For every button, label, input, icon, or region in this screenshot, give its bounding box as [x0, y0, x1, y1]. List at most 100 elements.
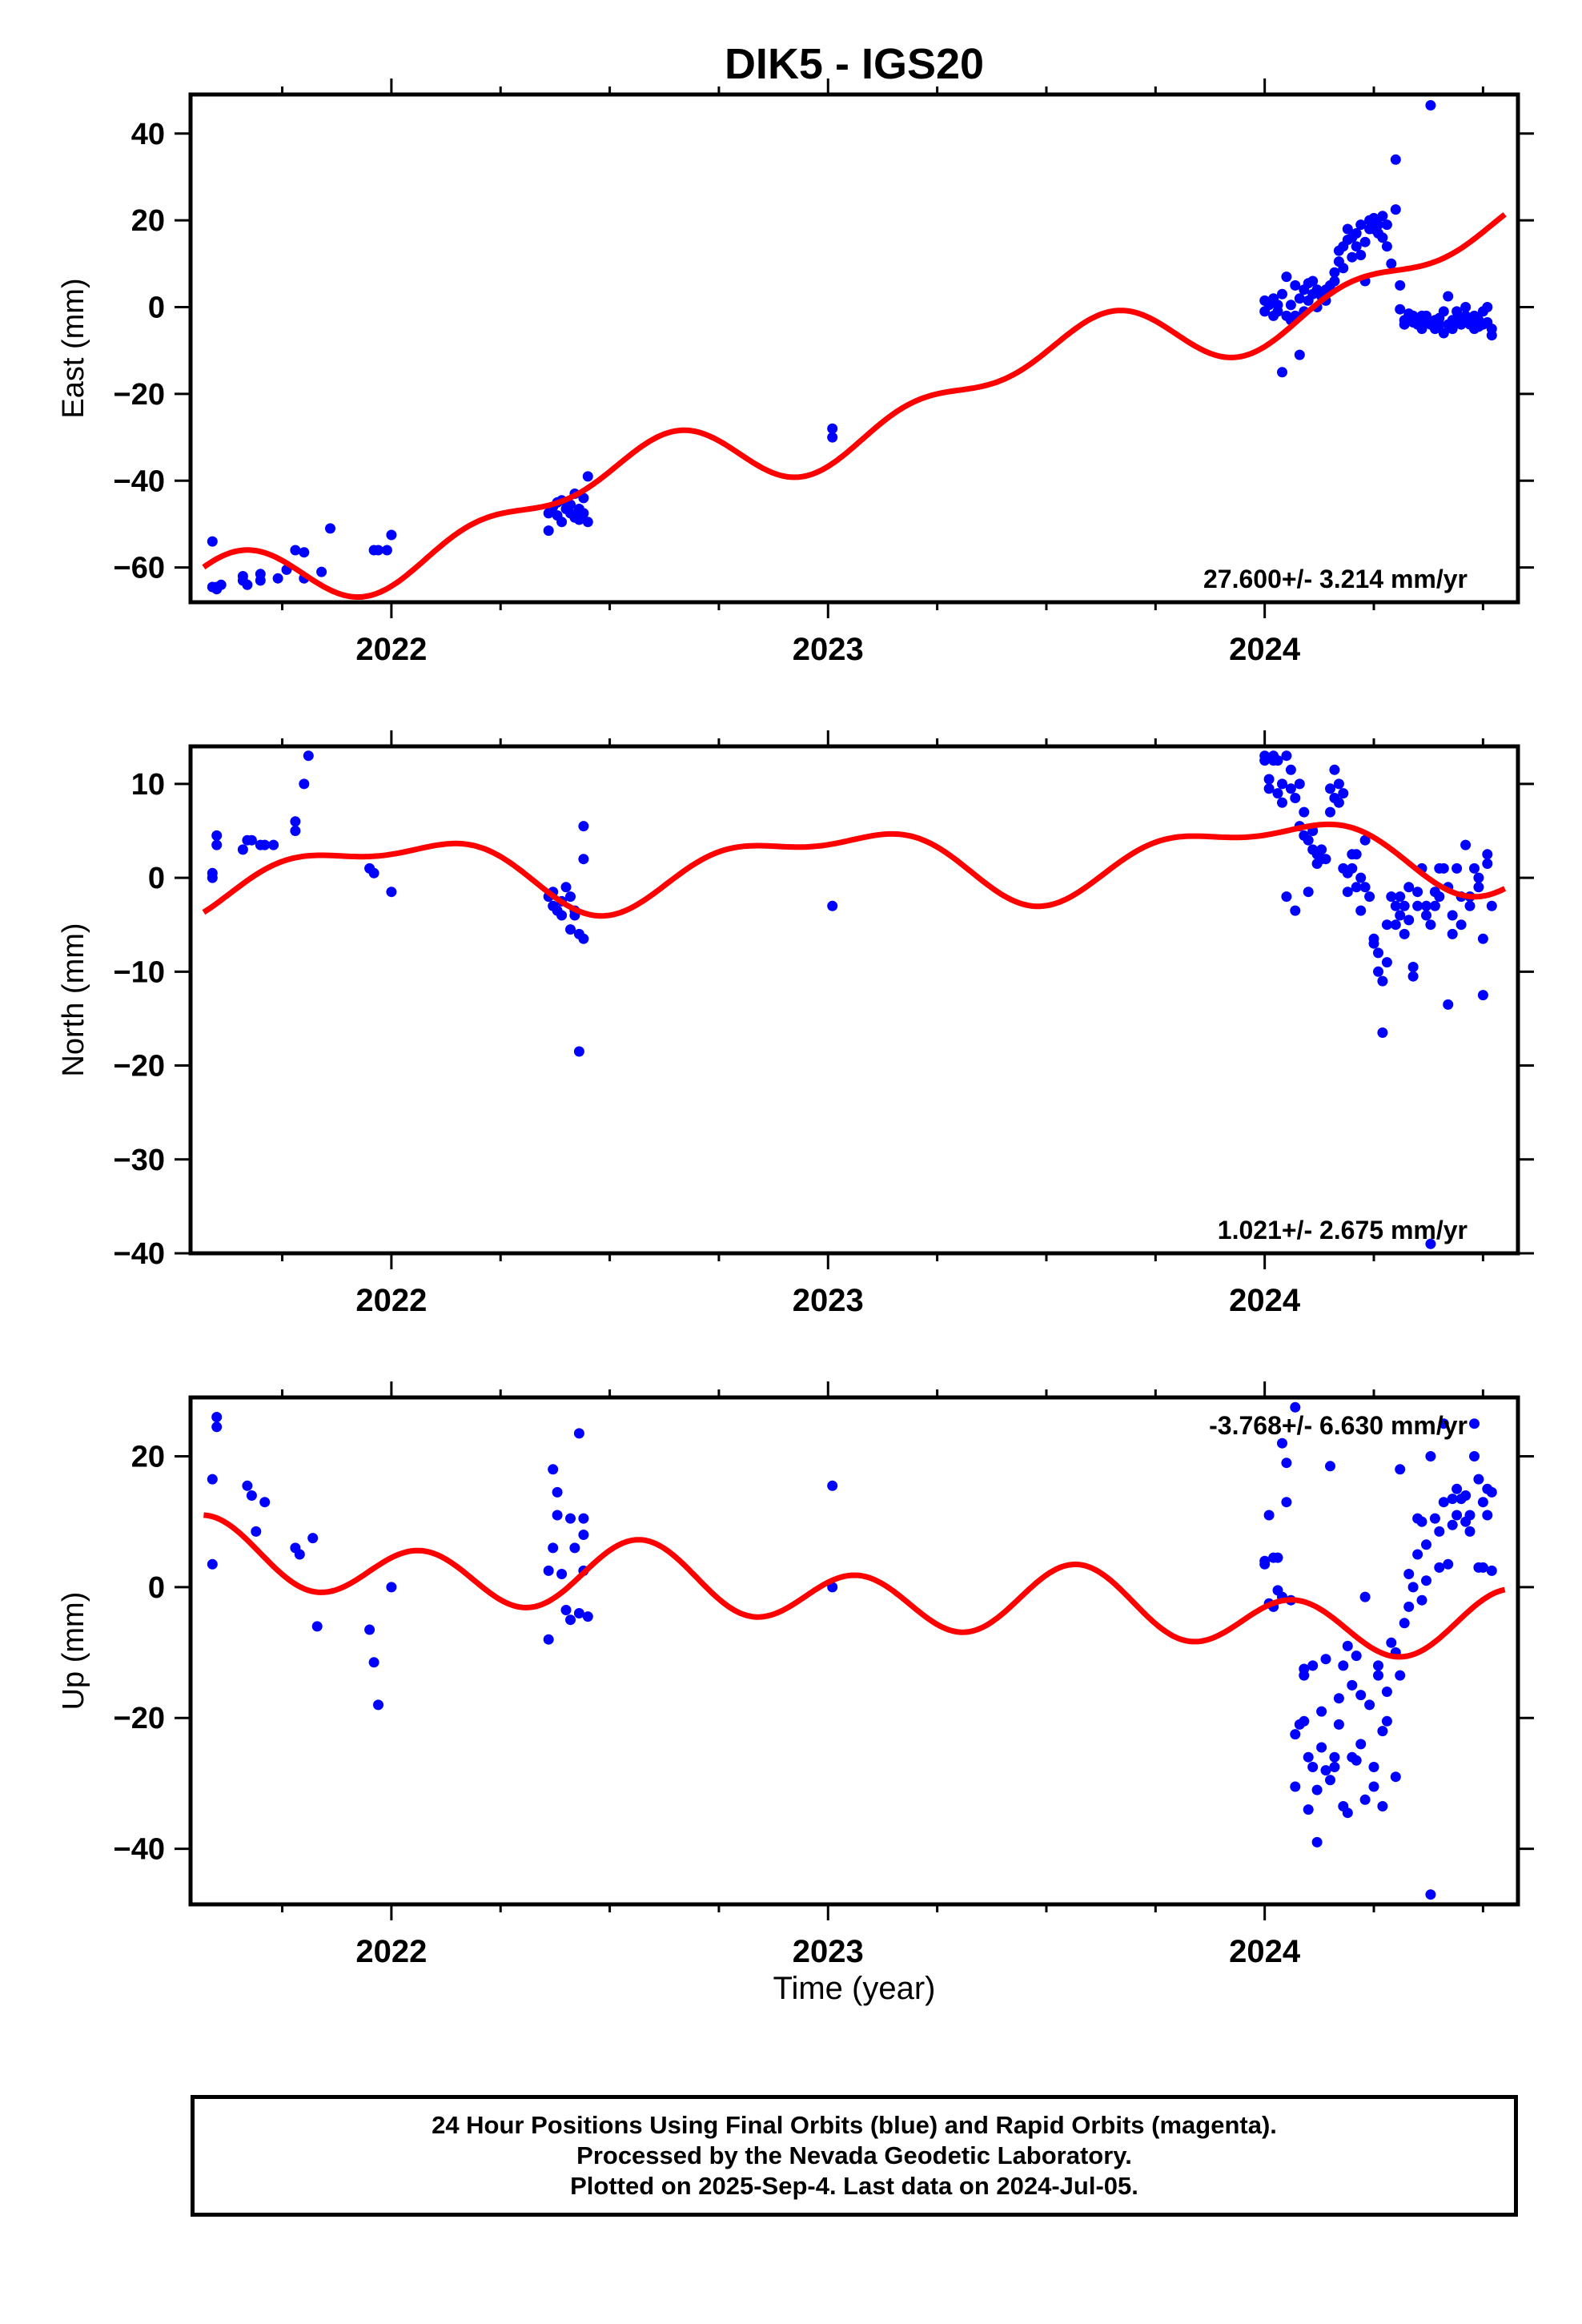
- data-point: [1272, 788, 1283, 799]
- data-point: [1464, 1526, 1476, 1537]
- model-fit-curve-north: [202, 821, 1507, 919]
- data-point: [827, 1480, 838, 1491]
- data-point: [560, 1605, 572, 1615]
- caption-box: 24 Hour Positions Using Final Orbits (bl…: [191, 2095, 1518, 2217]
- data-point: [1403, 1601, 1415, 1612]
- data-point: [1399, 1618, 1410, 1629]
- data-point: [1390, 919, 1401, 931]
- data-point: [1421, 900, 1431, 911]
- data-point: [1381, 957, 1392, 968]
- data-point: [565, 1614, 576, 1626]
- y-tick-label: −20: [114, 378, 165, 412]
- data-point: [1421, 910, 1431, 921]
- data-point: [1342, 1640, 1353, 1651]
- data-point: [827, 423, 838, 434]
- data-point: [1447, 910, 1458, 921]
- data-point: [1482, 858, 1493, 869]
- chart-title: DIK5 - IGS20: [725, 40, 984, 88]
- data-point: [1412, 887, 1423, 898]
- data-point: [1452, 1510, 1463, 1521]
- data-point: [1429, 900, 1440, 911]
- y-axis-label-north: North (mm): [57, 923, 90, 1076]
- data-point: [543, 525, 554, 537]
- data-point: [1285, 783, 1296, 794]
- data-point: [1460, 839, 1472, 850]
- data-point: [1355, 872, 1367, 883]
- data-point: [1416, 1594, 1427, 1606]
- data-point: [311, 1621, 323, 1632]
- data-point: [1290, 793, 1301, 803]
- data-point: [1325, 783, 1335, 794]
- data-point: [1303, 834, 1314, 846]
- data-point: [543, 1565, 554, 1576]
- data-point: [1377, 211, 1388, 222]
- data-point: [556, 1569, 568, 1579]
- data-point: [259, 1497, 271, 1508]
- data-point: [1355, 219, 1367, 231]
- data-point: [1333, 1719, 1344, 1730]
- x-tick-label: 2022: [355, 632, 427, 667]
- data-point: [1290, 1401, 1301, 1413]
- data-point: [1486, 900, 1497, 911]
- plot-area-east: [202, 100, 1507, 600]
- data-point: [565, 499, 576, 510]
- data-point: [1438, 1497, 1449, 1508]
- data-point: [290, 826, 301, 836]
- data-point: [1281, 1458, 1292, 1469]
- data-point: [242, 1480, 253, 1491]
- y-tick-label: 40: [131, 118, 165, 151]
- data-point: [1347, 862, 1358, 874]
- data-point: [1469, 1451, 1480, 1462]
- data-point: [207, 1558, 218, 1570]
- data-point: [1285, 764, 1296, 775]
- data-point: [1443, 999, 1454, 1010]
- y-tick-label: 20: [131, 1441, 165, 1474]
- velocity-label-up: -3.768+/- 6.630 mm/yr: [1209, 1411, 1468, 1440]
- data-point: [1473, 872, 1484, 883]
- data-point: [1477, 933, 1488, 944]
- data-point: [1447, 324, 1458, 335]
- data-point: [1294, 778, 1305, 790]
- data-point: [211, 839, 223, 850]
- data-point: [207, 1474, 218, 1485]
- data-point: [1351, 241, 1362, 252]
- data-point: [1416, 1516, 1427, 1527]
- velocity-label-east: 27.600+/- 3.214 mm/yr: [1203, 565, 1468, 593]
- data-point: [207, 867, 218, 879]
- data-point: [1403, 1569, 1415, 1579]
- data-point: [386, 887, 397, 898]
- data-point: [1347, 251, 1358, 263]
- data-point: [565, 924, 576, 935]
- plot-frame-up: [188, 1395, 1520, 1907]
- data-point: [1277, 778, 1287, 790]
- data-point: [1425, 1451, 1436, 1462]
- data-point: [582, 517, 593, 528]
- data-point: [299, 778, 310, 790]
- model-fit-curve-east: [202, 211, 1507, 600]
- data-point: [1320, 1654, 1331, 1665]
- data-point: [1351, 849, 1362, 860]
- x-tick-label: 2023: [793, 1283, 864, 1318]
- y-tick-label: −10: [114, 955, 165, 989]
- data-point: [259, 839, 271, 850]
- x-tick-label: 2023: [793, 1934, 864, 1969]
- data-point: [290, 545, 301, 556]
- data-point: [1443, 291, 1454, 302]
- data-point: [1373, 947, 1383, 959]
- data-point: [1351, 227, 1362, 239]
- data-point: [1329, 275, 1340, 287]
- panel-north: −40 −30 −20 −10 0 10 2022 2023 2024 North (mm) 1.0…: [57, 730, 1534, 1318]
- data-point: [1285, 300, 1296, 311]
- data-point: [381, 545, 392, 556]
- data-point: [1347, 1679, 1358, 1691]
- data-point: [1281, 750, 1292, 762]
- data-point: [1299, 1715, 1310, 1727]
- data-point: [246, 834, 257, 846]
- data-point: [242, 579, 253, 590]
- data-point: [548, 1464, 559, 1475]
- data-point: [1425, 100, 1436, 111]
- data-point: [1303, 887, 1314, 898]
- data-point: [573, 1046, 584, 1057]
- data-point: [1434, 1526, 1445, 1537]
- data-point: [1325, 806, 1335, 818]
